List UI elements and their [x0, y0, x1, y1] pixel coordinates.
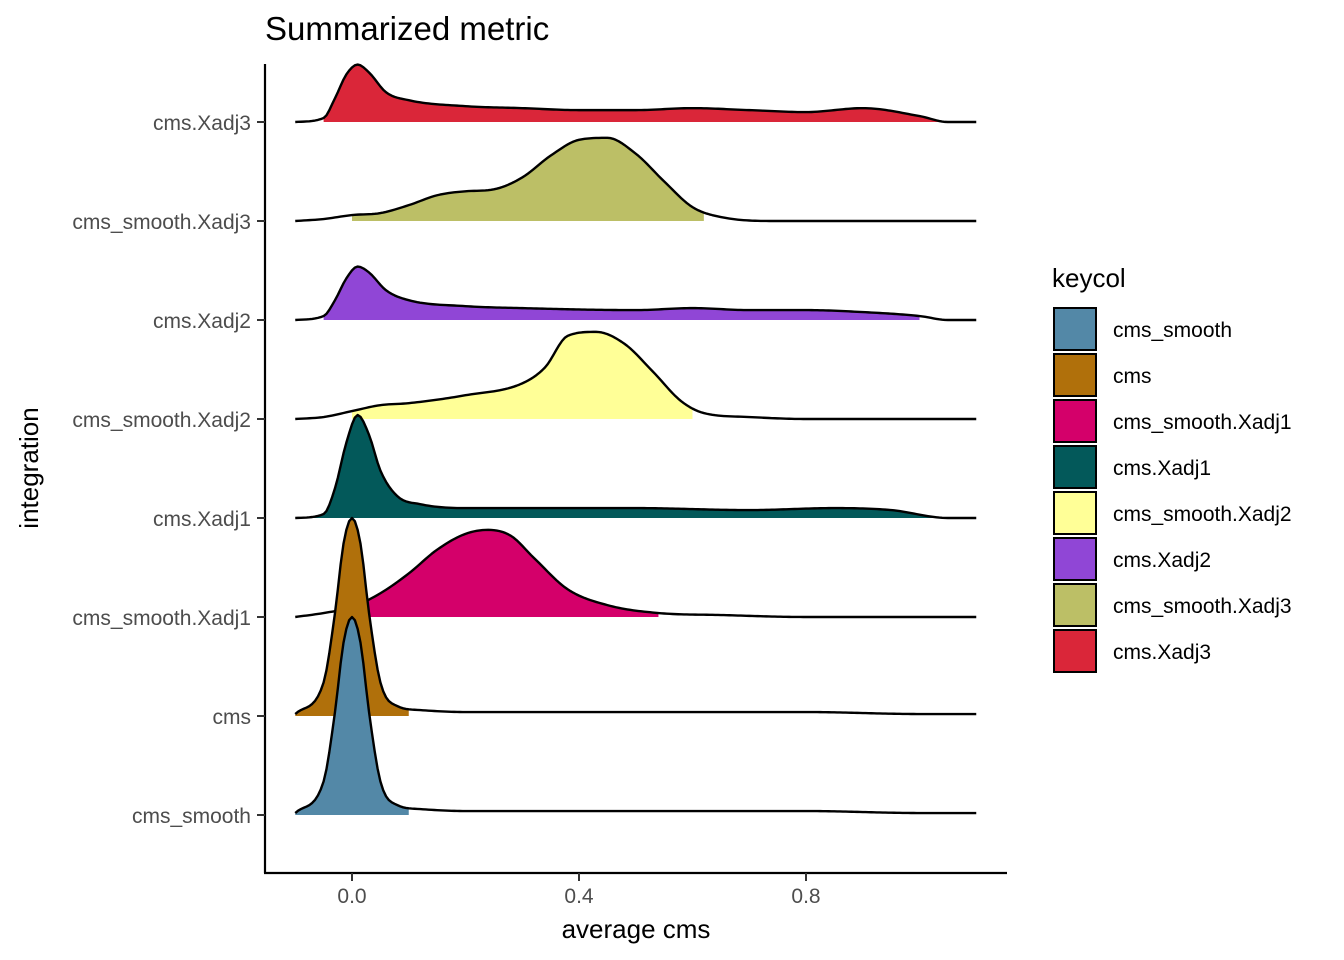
- y-tick-label: cms.Xadj3: [153, 112, 251, 135]
- legend-label: cms_smooth.Xadj3: [1113, 595, 1292, 618]
- legend-label: cms_smooth: [1113, 319, 1232, 342]
- ridge-line: [295, 136, 977, 223]
- ridge-series: [295, 265, 977, 322]
- ridge-series: [294, 615, 977, 815]
- ridge-series: [295, 136, 977, 223]
- ridge-line: [294, 615, 977, 815]
- ridge-series: [295, 528, 977, 619]
- legend-swatch: [1053, 445, 1097, 489]
- legend-label: cms_smooth.Xadj2: [1113, 503, 1292, 526]
- y-tick-label: cms.Xadj2: [153, 310, 251, 333]
- y-tick-label: cms_smooth: [132, 805, 251, 828]
- ridge-fill: [323, 266, 920, 320]
- legend-title: keycol: [1052, 263, 1126, 293]
- y-axis-title: integration: [14, 407, 44, 528]
- legend-swatch: [1053, 307, 1097, 351]
- legend-swatch: [1053, 491, 1097, 535]
- y-tick-label: cms: [213, 706, 252, 729]
- ridge-series: [295, 63, 977, 124]
- y-tick-label: cms.Xadj1: [153, 508, 251, 531]
- y-tick-label: cms_smooth.Xadj1: [72, 607, 251, 630]
- ridge-line: [295, 413, 977, 520]
- x-axis-title: average cms: [562, 914, 711, 944]
- ridge-fill: [352, 137, 704, 221]
- ridge-fill: [295, 617, 409, 815]
- y-axis-ticks: cms_smooth cms cms_smooth.Xadj1 cms.Xadj1 cm…: [72, 112, 265, 828]
- plot-area: [294, 63, 977, 815]
- legend-label: cms: [1113, 365, 1152, 388]
- ridge-line: [295, 528, 977, 619]
- legend-swatch: [1053, 583, 1097, 627]
- ridge-fill: [323, 64, 948, 122]
- legend-label: cms.Xadj2: [1113, 549, 1211, 572]
- y-tick-label: cms_smooth.Xadj2: [72, 409, 251, 432]
- x-tick-label: 0.4: [564, 885, 594, 908]
- x-axis-ticks: 0.0 0.4 0.8: [337, 873, 821, 908]
- legend-label: cms.Xadj1: [1113, 457, 1211, 480]
- ridge-series: [295, 413, 977, 520]
- ridge-line: [295, 63, 977, 124]
- legend-label: cms.Xadj3: [1113, 641, 1211, 664]
- ridge-fill: [352, 331, 693, 419]
- ridge-fill: [295, 415, 977, 518]
- ridge-line: [295, 265, 977, 322]
- legend-swatch: [1053, 399, 1097, 443]
- x-tick-label: 0.8: [791, 885, 820, 908]
- ridge-line: [294, 516, 977, 716]
- legend-swatch: [1053, 353, 1097, 397]
- chart-title: Summarized metric: [265, 10, 549, 47]
- ridge-series: [295, 330, 977, 421]
- ridge-fill: [352, 529, 659, 617]
- legend-swatch: [1053, 629, 1097, 673]
- ridge-line: [295, 330, 977, 421]
- x-tick-label: 0.0: [337, 885, 366, 908]
- y-tick-label: cms_smooth.Xadj3: [72, 211, 251, 234]
- legend-swatch: [1053, 537, 1097, 581]
- legend-label: cms_smooth.Xadj1: [1113, 411, 1292, 434]
